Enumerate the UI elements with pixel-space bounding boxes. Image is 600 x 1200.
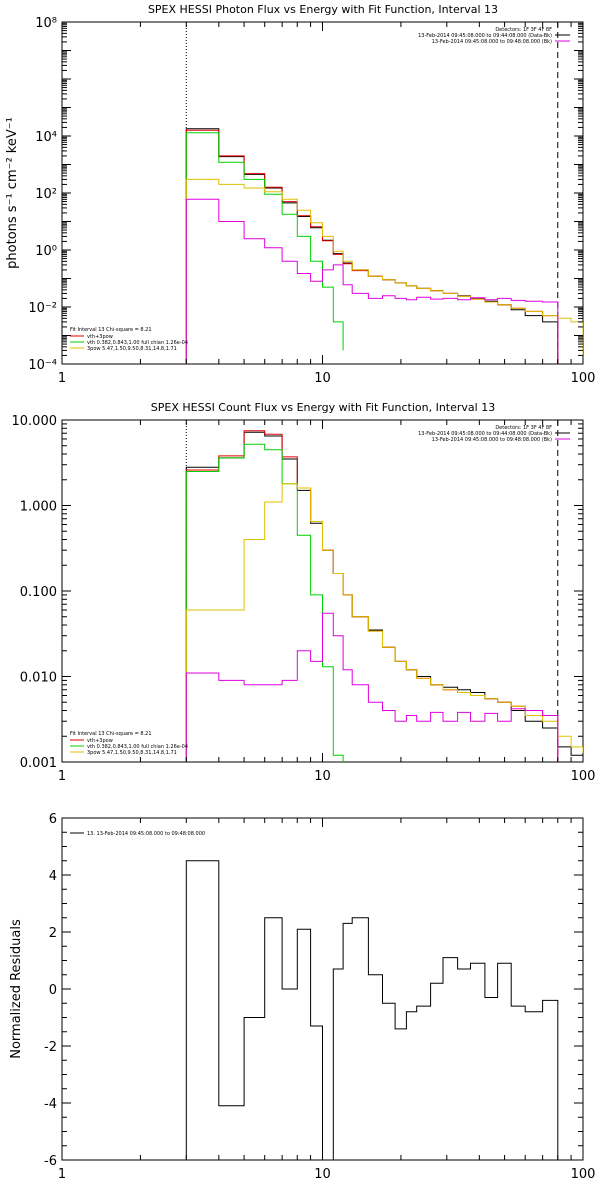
count-flux-series [185, 430, 583, 762]
x-tick-label: 1 [58, 769, 66, 784]
photon-flux-axes: 1 10 100 10⁻⁴ 10⁻² 10⁰ 10² 10⁴ 10⁸ [28, 16, 595, 386]
y-tick-label: 10⁻⁴ [28, 358, 57, 373]
x-tick-label: 10 [314, 769, 331, 784]
x-tick-label: 100 [571, 769, 596, 784]
legend-right-title: Detectors: 1F 3F 4F 8F [495, 425, 552, 431]
x-tick-label: 10 [314, 1167, 331, 1182]
residuals-legend: 13. 13-Feb-2014 09:45:08.000 to 09:48:08… [70, 831, 205, 837]
photon-flux-title: SPEX HESSI Photon Flux vs Energy with Fi… [148, 3, 498, 16]
photon-flux-series-3pow [185, 178, 583, 364]
photon-flux-panel: SPEX HESSI Photon Flux vs Energy with Fi… [5, 3, 595, 386]
photon-flux-legend-right: Detectors: 1F 3F 4F 8F 13-Feb-2014 09:45… [418, 27, 570, 45]
count-flux-series-vth [185, 443, 344, 762]
photon-flux-legend-left: Fit Interval 13 Chi-square = 8.21 vth+3p… [70, 327, 188, 352]
y-tick-label: 0.001 [20, 756, 57, 771]
legend-left-entry: 3pow 5.47,1.50,9.50,8.31,14.8,1.71 [87, 346, 177, 352]
count-flux-series-bk [185, 612, 559, 762]
y-tick-label: 10⁸ [35, 16, 57, 31]
residuals-series-13-13-feb-2014-09-45-08-000-to-09-48-08-000 [185, 860, 559, 1160]
legend-left-title: Fit Interval 13 Chi-square = 8.21 [70, 731, 152, 737]
legend-left-entry: vth+3pow [87, 334, 113, 340]
count-flux-legend-left: Fit Interval 13 Chi-square = 8.21 vth+3p… [70, 731, 188, 756]
legend-right-entry: 13-Feb-2014 09:45:08.000 to 09:48:08.000… [432, 437, 552, 443]
residuals-series [185, 860, 559, 1160]
x-tick-label: 1 [58, 1167, 66, 1182]
photon-flux-series-vth-3pow [185, 129, 559, 364]
x-tick-label: 100 [571, 371, 596, 386]
count-flux-axes: 1 10 100 0.001 0.010 0.100 1.000 10.000 [12, 414, 596, 784]
y-tick-label: -2 [44, 1040, 57, 1055]
y-tick-label: 10² [35, 187, 57, 202]
legend-left-entry: vth 0.382,0.843,1.00 full chian 1.26e-04 [87, 340, 188, 346]
legend-left-entry: vth+3pow [87, 738, 113, 744]
count-flux-series-3pow [185, 483, 583, 762]
count-flux-title: SPEX HESSI Count Flux vs Energy with Fit… [151, 401, 495, 414]
legend-right-entry: 13-Feb-2014 09:45:08.000 to 09:44:08.000… [418, 33, 552, 39]
x-tick-label: 1 [58, 371, 66, 386]
y-tick-label: 4 [49, 869, 57, 884]
y-tick-label: 6 [49, 812, 57, 827]
residuals-axes: 1 10 100 -6 -4 -2 0 2 4 6 [44, 812, 595, 1182]
photon-flux-series-data-bk [185, 128, 559, 364]
y-tick-label: 0.010 [20, 671, 57, 686]
legend-right-entry: 13-Feb-2014 09:45:08.000 to 09:48:08.000… [432, 39, 552, 45]
x-tick-label: 10 [314, 371, 331, 386]
y-tick-label: -6 [44, 1154, 57, 1169]
y-tick-label: 10.000 [12, 414, 58, 429]
photon-flux-plot-frame [61, 21, 584, 365]
residuals-y-axis-label: Normalized Residuals [9, 919, 24, 1059]
y-tick-label: 1.000 [20, 500, 57, 515]
count-flux-plot-frame [61, 419, 584, 763]
photon-flux-series-bk [185, 198, 559, 364]
count-flux-series-vth-3pow [185, 430, 559, 762]
y-tick-label: 10⁴ [35, 130, 57, 145]
residuals-panel: 1 10 100 -6 -4 -2 0 2 4 6 Normalized Residuals 13… [9, 812, 595, 1182]
count-flux-legend-right: Detectors: 1F 3F 4F 8F 13-Feb-2014 09:45… [418, 425, 570, 443]
photon-flux-series-vth [185, 132, 344, 364]
y-tick-label: 0.100 [20, 585, 57, 600]
legend-left-entry: 3pow 5.47,1.50,9.50,8.31,14.8,1.71 [87, 750, 177, 756]
count-flux-series-data-bk [185, 431, 583, 762]
legend-left-entry: vth 0.382,0.843,1.00 full chian 1.26e-04 [87, 744, 188, 750]
legend-right-title: Detectors: 1F 3F 4F 8F [495, 27, 552, 33]
photon-flux-y-axis-label: photons s⁻¹ cm⁻² keV⁻¹ [5, 117, 20, 269]
x-tick-label: 100 [571, 1167, 596, 1182]
legend-left-entry: 13. 13-Feb-2014 09:45:08.000 to 09:48:08… [87, 831, 205, 837]
legend-right-entry: 13-Feb-2014 09:45:08.000 to 09:44:08.000… [418, 431, 552, 437]
photon-flux-vlines [185, 22, 559, 364]
y-tick-label: 0 [49, 983, 57, 998]
count-flux-vlines [185, 420, 559, 762]
photon-flux-series [185, 128, 583, 364]
y-tick-label: -4 [44, 1097, 57, 1112]
y-tick-label: 10⁰ [35, 244, 57, 259]
y-tick-label: 10⁻² [28, 301, 57, 316]
y-tick-label: 2 [49, 926, 57, 941]
count-flux-panel: SPEX HESSI Count Flux vs Energy with Fit… [12, 401, 596, 784]
legend-left-title: Fit Interval 13 Chi-square = 8.21 [70, 327, 152, 333]
